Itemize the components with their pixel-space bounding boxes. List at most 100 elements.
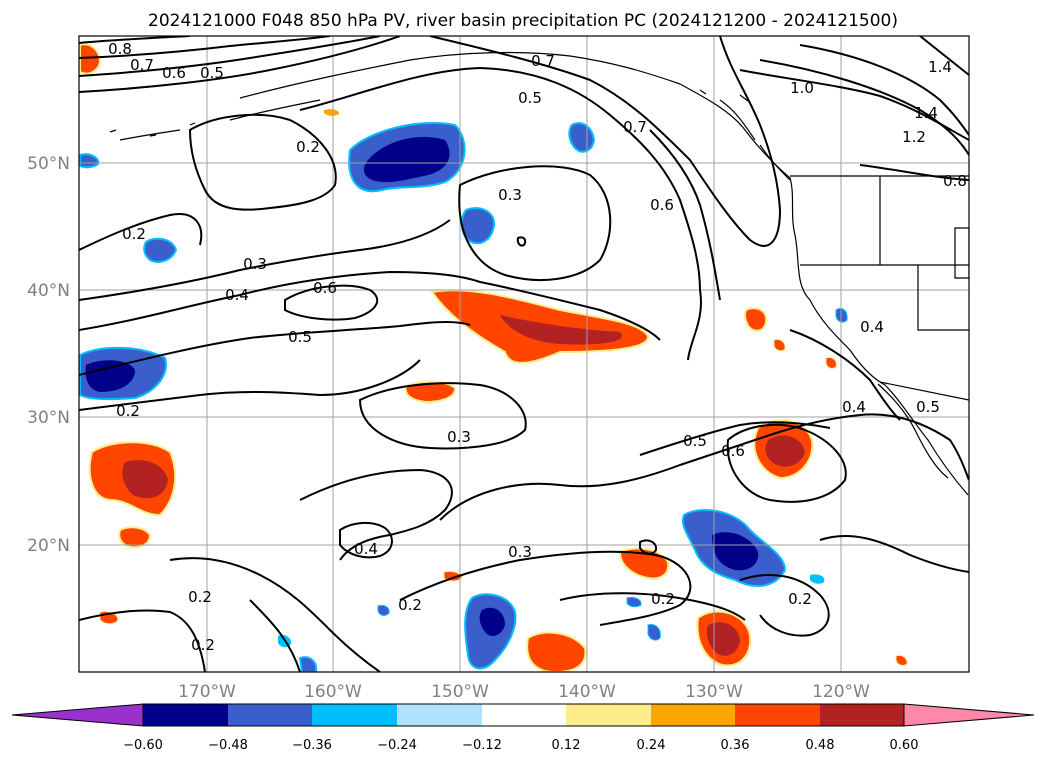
contour-label: 0.7	[130, 56, 154, 74]
pv-contour-0.3-loop	[458, 165, 612, 281]
colorbar-segment	[143, 704, 228, 726]
pv-contour-1.4	[799, 44, 969, 136]
precip-patch-positive-core	[122, 460, 168, 499]
lat-label: 20°N	[27, 536, 70, 556]
contour-label: 0.4	[354, 540, 378, 558]
lat-label: 40°N	[27, 281, 70, 301]
contour-label: 0.6	[162, 64, 186, 82]
pv-contours	[79, 36, 969, 672]
lon-label: 130°W	[685, 682, 743, 702]
pv-contour-0.4-east	[789, 329, 901, 421]
pv-contour-0.3-middle	[358, 382, 527, 450]
contour-label: 1.2	[902, 128, 926, 146]
colorbar-segment	[397, 704, 482, 726]
contour-label: 0.6	[313, 279, 337, 297]
colorbar-extend-low	[11, 703, 144, 727]
contour-label: 0.2	[296, 138, 320, 156]
colorbar-tick-label: 0.60	[890, 738, 919, 753]
contour-label: 0.2	[651, 590, 675, 608]
contour-label: 0.4	[842, 398, 866, 416]
coastline-alaska	[239, 51, 969, 496]
contour-label: 0.8	[943, 172, 967, 190]
contour-label: 0.7	[531, 52, 555, 70]
precip-patch-negative-core	[363, 136, 450, 183]
coastlines	[109, 51, 969, 496]
precip-patch-positive	[744, 307, 768, 332]
lon-label: 160°W	[304, 682, 362, 702]
lon-label: 120°W	[812, 682, 870, 702]
contour-label: 0.2	[188, 588, 212, 606]
islands-canada	[699, 89, 791, 181]
pv-contour-0.3-south	[439, 413, 969, 521]
precip-patch-negative	[647, 624, 661, 641]
colorbar-segment	[566, 704, 651, 726]
colorbar-tick-label: −0.48	[208, 738, 248, 753]
lon-label: 170°W	[178, 682, 236, 702]
colorbar-segment	[651, 704, 735, 726]
contour-label: 0.2	[122, 225, 146, 243]
colorbar-tick-label: 0.36	[721, 738, 750, 753]
contour-label: 1.0	[790, 79, 814, 97]
colorbar-tick-label: 0.24	[637, 738, 666, 753]
pv-contour-0.3	[79, 219, 451, 301]
pv-contour-0.5-east	[639, 421, 831, 456]
longitude-labels: 170°W 160°W 150°W 140°W 130°W 120°W	[178, 682, 870, 702]
pv-contour-0.6-north	[649, 129, 721, 301]
colorbar-segment	[312, 704, 397, 726]
precip-patch-negative	[377, 604, 390, 616]
pv-contour-0.6-west	[79, 36, 381, 77]
precip-patch-positive	[324, 109, 340, 116]
contour-label: 0.3	[243, 255, 267, 273]
pv-contour-0.5-north	[299, 66, 702, 361]
precip-patch-positive	[526, 631, 587, 672]
border-states	[800, 176, 969, 331]
pv-contour-0.3-se	[819, 534, 969, 573]
colorbar-frame	[142, 703, 905, 727]
precip-patch-negative	[79, 153, 100, 169]
contour-label: 0.5	[518, 89, 542, 107]
pv-contour-0.8-east	[859, 164, 969, 181]
latitude-labels: 50°N 40°N 30°N 20°N	[27, 154, 70, 556]
contour-label: 0.4	[860, 318, 884, 336]
contour-label: 1.4	[914, 104, 938, 122]
precip-patch-negative	[143, 237, 178, 263]
pv-contour-1.0	[739, 69, 969, 141]
contour-label: 0.3	[447, 428, 471, 446]
pv-contour-0.2-north-loop	[188, 113, 337, 211]
pv-contour-0.5-west	[79, 36, 401, 93]
precip-patch-positive	[825, 357, 837, 369]
colorbar-segment	[820, 704, 904, 726]
map-frame	[78, 35, 970, 673]
precip-patch-positive	[404, 380, 456, 404]
colorbar-tick-label: −0.24	[377, 738, 417, 753]
precip-patch-negative	[626, 596, 642, 608]
precip-patch-negative	[835, 307, 848, 323]
precip-patch-negative	[810, 574, 825, 584]
contour-label: 0.4	[225, 286, 249, 304]
pv-contour-0.2-sec	[559, 592, 746, 621]
lon-label: 150°W	[431, 682, 489, 702]
contour-label: 0.3	[508, 543, 532, 561]
precip-patch-negative-core	[479, 607, 505, 636]
contour-label: 0.2	[788, 590, 812, 608]
precip-patch-negative	[298, 656, 318, 672]
colorbar-tick-label: −0.12	[462, 738, 502, 753]
islands-aleutian	[109, 99, 321, 141]
contour-label: 0.2	[116, 402, 140, 420]
precip-patch-positive	[773, 339, 786, 352]
colorbar-segment	[482, 704, 566, 726]
colorbar-tick-label: 0.48	[806, 738, 835, 753]
lat-label: 30°N	[27, 408, 70, 428]
pv-contour-0.5	[79, 321, 471, 376]
colorbar-segment	[735, 704, 820, 726]
contour-label: 0.2	[398, 596, 422, 614]
precip-patch-positive	[79, 43, 102, 75]
precip-patch-negative-core	[85, 360, 135, 392]
pv-contour-0.3-southwest	[169, 557, 381, 672]
pv-contour-1.2	[759, 59, 969, 156]
pv-contour-0.6-loop	[284, 284, 379, 321]
contour-label: 0.5	[683, 432, 707, 450]
contour-label: 0.8	[108, 40, 132, 58]
contour-label: 0.6	[721, 442, 745, 460]
